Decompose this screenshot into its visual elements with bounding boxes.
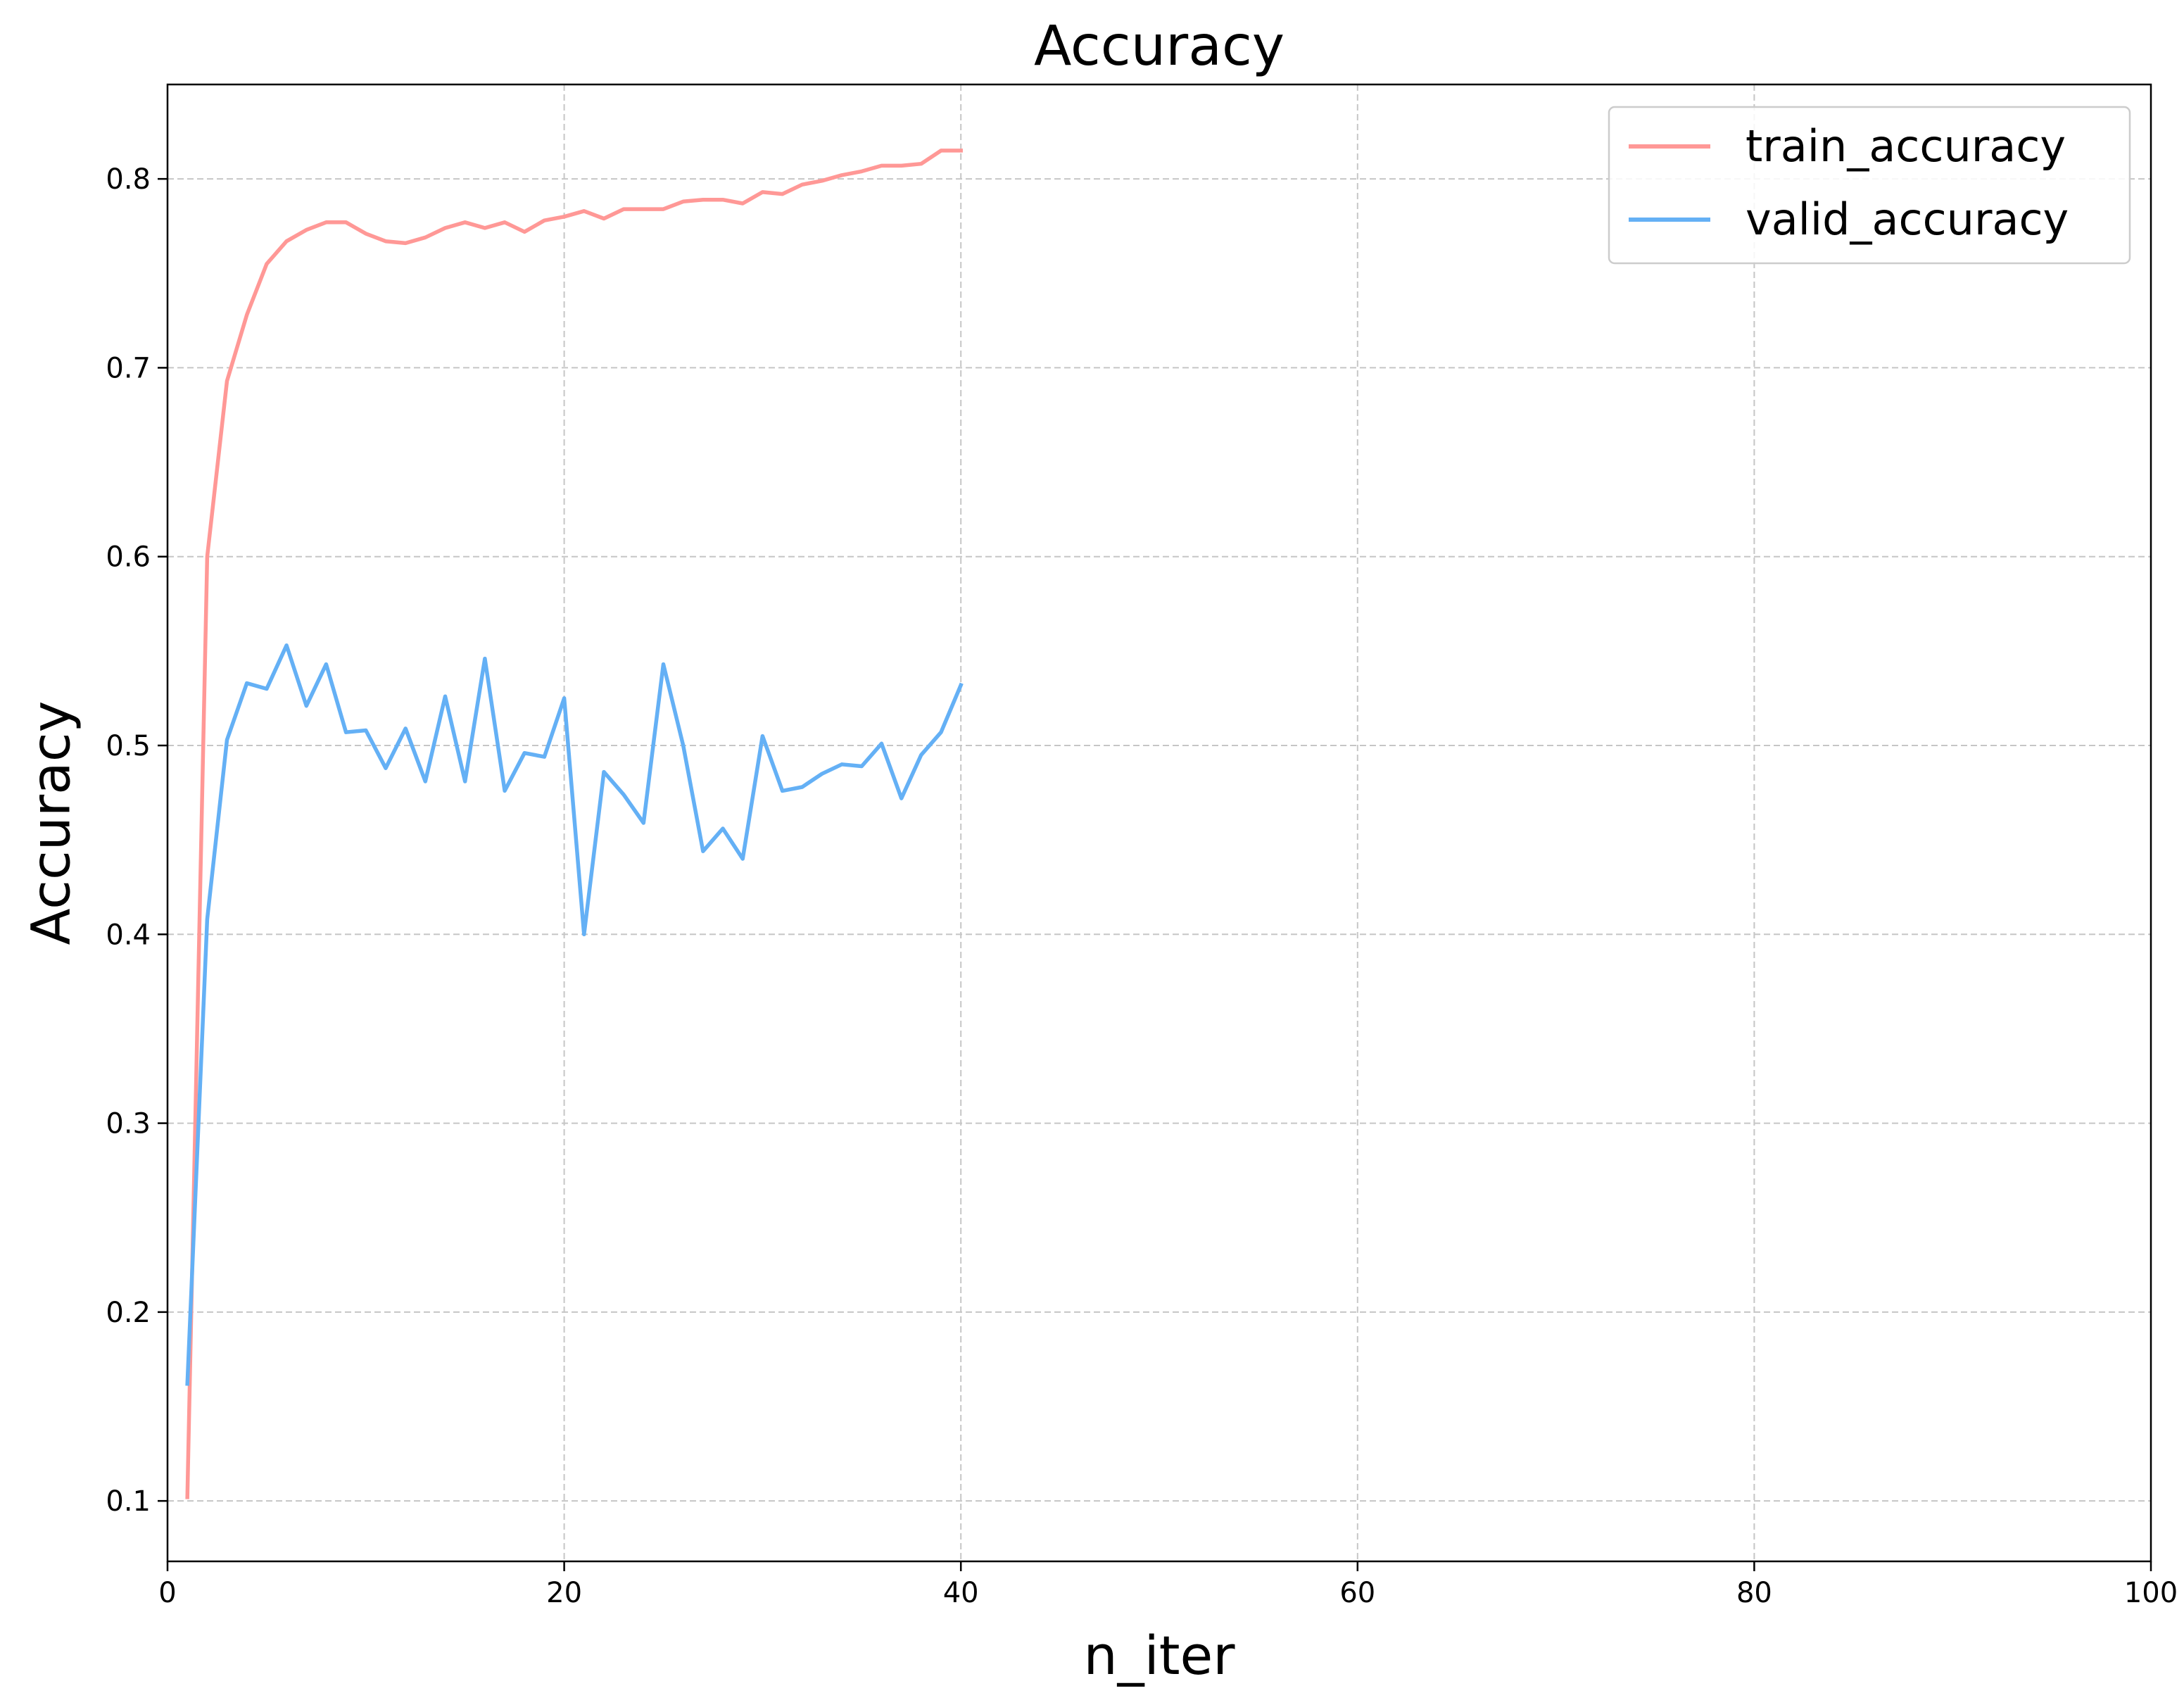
chart-title: Accuracy xyxy=(1034,15,1284,78)
y-tick-label: 0.2 xyxy=(106,1297,151,1329)
y-tick-label: 0.5 xyxy=(106,730,151,762)
x-tick-label: 100 xyxy=(2124,1577,2178,1609)
legend-label-train-accuracy: train_accuracy xyxy=(1746,120,2066,172)
y-tick-label: 0.3 xyxy=(106,1108,151,1140)
legend-label-valid-accuracy: valid_accuracy xyxy=(1746,194,2069,245)
x-axis-title: n_iter xyxy=(1083,1624,1235,1687)
x-tick-label: 20 xyxy=(546,1577,582,1609)
x-tick-label: 60 xyxy=(1339,1577,1375,1609)
y-tick-label: 0.8 xyxy=(106,163,151,196)
y-axis-title: Accuracy xyxy=(20,701,82,945)
legend: train_accuracy valid_accuracy xyxy=(1608,106,2131,265)
series-line-valid-accuracy xyxy=(185,643,964,1386)
x-tick-label: 40 xyxy=(943,1577,979,1609)
x-tick-label: 0 xyxy=(158,1577,176,1609)
y-tick-label: 0.6 xyxy=(106,541,151,574)
series-line-train-accuracy xyxy=(185,149,963,1499)
series-lines xyxy=(185,149,964,1499)
plot-frame xyxy=(166,83,2152,1563)
y-tick-label: 0.7 xyxy=(106,352,151,384)
legend-box xyxy=(1608,106,2131,265)
x-tick-label: 80 xyxy=(1736,1577,1772,1609)
y-tick-label: 0.4 xyxy=(106,919,151,951)
axis-ticks: 0 20 40 60 80 100 0.1 0.2 0.3 0.4 0.5 0.6 0.7 0.8 xyxy=(106,163,2178,1609)
y-tick-label: 0.1 xyxy=(106,1485,151,1518)
